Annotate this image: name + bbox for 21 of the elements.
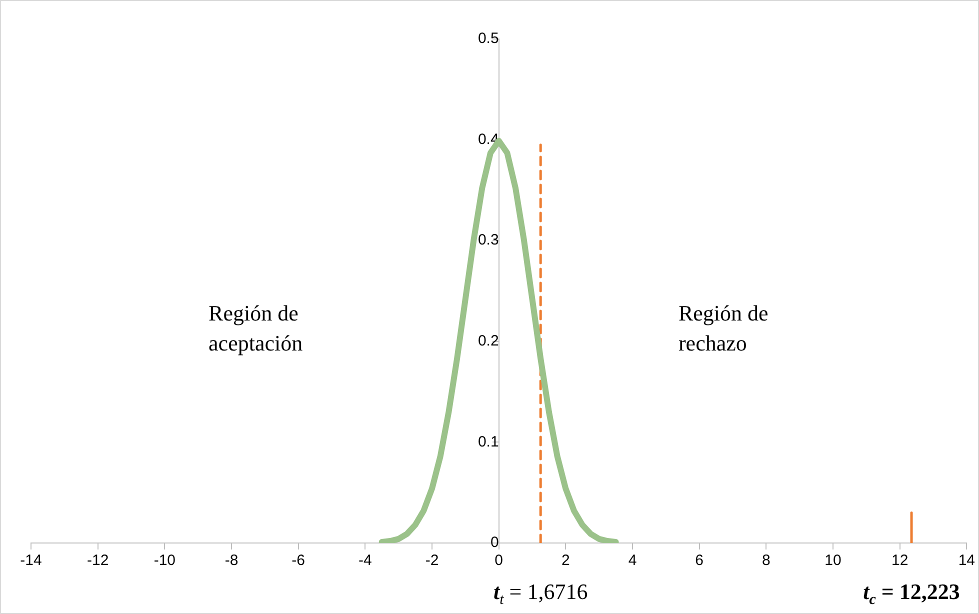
x-tick-label: -10 xyxy=(154,552,176,570)
x-tick-label: 14 xyxy=(958,552,975,570)
x-tick-label: -2 xyxy=(425,552,439,570)
y-tick-label: 0.5 xyxy=(478,30,499,48)
x-tick-label: -6 xyxy=(292,552,306,570)
x-tick-label: 2 xyxy=(561,552,570,570)
x-tick-label: 12 xyxy=(891,552,908,570)
x-tick-label: -8 xyxy=(224,552,238,570)
x-tick-label: -14 xyxy=(20,552,42,570)
y-tick-label: 0.1 xyxy=(478,433,499,450)
y-tick-label: 0.3 xyxy=(478,232,499,249)
annotation: Región de rechazo xyxy=(678,300,768,356)
x-tick-label: -12 xyxy=(86,552,109,570)
x-tick-label: -4 xyxy=(358,552,372,570)
y-tick-label: 0 xyxy=(490,534,499,552)
annotation: Región de aceptación xyxy=(208,300,303,356)
x-tick-label: 8 xyxy=(762,552,770,570)
y-tick-label: 0.2 xyxy=(478,332,499,350)
x-tick-label: 10 xyxy=(824,552,842,570)
x-tick-label: 4 xyxy=(628,552,637,570)
x-tick-label: 6 xyxy=(695,552,704,570)
